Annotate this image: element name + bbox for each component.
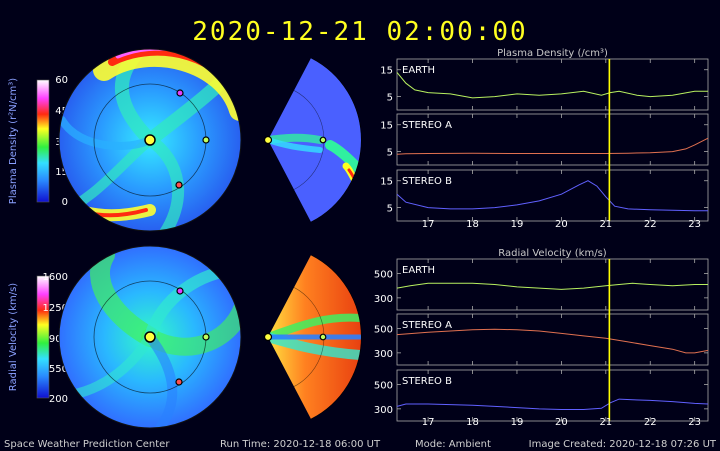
panel-stereo-a: 15 5 STEREO A [380,113,709,166]
x-tick-label: 20 [555,417,568,428]
timestamp-title: 2020-12-21 02:00:00 [192,17,527,47]
density-tick-15: 15 [55,167,68,178]
x-tick-label: 20 [555,219,568,230]
panel-stereo-b: 15 5 STEREO B [380,169,709,222]
footer-mode: Mode: Ambient [415,439,491,450]
footer-run-time: Run Time: 2020-12-18 06:00 UT [220,439,381,450]
x-tick-label: 21 [599,219,612,230]
series-line-stereo-b [396,398,709,410]
sun-marker [263,332,273,342]
x-tick-label: 21 [599,417,612,428]
y-tick-label: 5 [387,148,393,159]
x-tick-label: 19 [511,417,524,428]
timeseries-charts: Plasma Density (/cm³) 15 5 EARTH 15 5 STEREO A… [374,48,709,428]
panel-stereo-a: 500 300 STEREO A [374,313,709,366]
chart-title: Plasma Density (/cm³) [497,48,608,59]
velocity-colorbar-label: Radial Velocity (km/s) [8,283,19,391]
panel-frame [396,313,709,366]
panel-label: STEREO A [402,120,452,131]
panel-label: EARTH [402,265,435,276]
density-tick-45: 45 [55,106,68,117]
density-tick-0: 0 [62,197,68,208]
x-tick-label: 17 [422,219,435,230]
series-line-earth [396,282,708,290]
y-tick-label: 5 [387,93,393,104]
x-tick-label: 17 [422,417,435,428]
density-tick-60: 60 [55,75,68,86]
earth-marker [319,136,327,144]
y-tick-label: 300 [374,294,393,305]
chart-velocity: Radial Velocity (km/s) 500 300 EARTH 500 300 S… [374,248,709,428]
y-tick-label: 500 [374,270,393,281]
panel-earth: 15 5 EARTH [380,58,709,111]
stereo-b-marker [176,287,184,295]
y-tick-label: 300 [374,405,393,416]
velocity-ecliptic-disc [58,245,242,429]
series-line-stereo-a [396,137,709,155]
panel-frame [396,258,709,311]
y-tick-label: 500 [374,381,393,392]
sun-marker [144,134,156,146]
y-tick-label: 15 [380,66,393,77]
sun-marker [263,135,273,145]
velocity-tick-200: 200 [49,394,68,405]
velocity-meridional-wedge [263,254,362,420]
panel-label: EARTH [402,65,435,76]
velocity-tick-550: 550 [49,364,68,375]
earth-marker [202,136,210,144]
x-tick-label: 18 [466,219,479,230]
x-tick-label: 23 [688,417,701,428]
y-tick-label: 15 [380,121,393,132]
stereo-a-marker [175,378,183,386]
footer-org: Space Weather Prediction Center [4,439,170,450]
density-ecliptic-disc [58,48,242,232]
series-line-stereo-a [396,328,709,354]
footer-image-created: Image Created: 2020-12-18 07:26 UT [529,439,717,450]
x-tick-label: 22 [644,417,657,428]
y-tick-label: 300 [374,349,393,360]
panel-frame [396,113,709,166]
velocity-tick-900: 900 [49,334,68,345]
panel-label: STEREO B [402,176,452,187]
x-tick-label: 19 [511,219,524,230]
y-tick-label: 5 [387,204,393,215]
stereo-a-marker [175,181,183,189]
velocity-colorbar: Radial Velocity (km/s) 1600 1250 900 550… [8,272,68,405]
panel-earth: 500 300 EARTH [374,258,709,311]
velocity-tick-1600: 1600 [43,272,68,283]
x-tick-label: 18 [466,417,479,428]
panel-stereo-b: 500 300 STEREO B [374,369,709,422]
y-tick-label: 500 [374,325,393,336]
panel-frame [396,169,709,222]
earth-marker [202,333,210,341]
earth-marker [319,333,327,341]
x-tick-label: 22 [644,219,657,230]
series-line-stereo-b [396,180,708,212]
panel-label: STEREO A [402,320,452,331]
chart-title: Radial Velocity (km/s) [498,248,606,259]
y-tick-label: 15 [380,177,393,188]
panel-frame [396,369,709,422]
chart-density: Plasma Density (/cm³) 15 5 EARTH 15 5 STEREO A… [380,48,709,230]
panel-frame [396,58,709,111]
stereo-b-marker [176,89,184,97]
panel-label: STEREO B [402,376,452,387]
velocity-tick-1250: 1250 [43,303,68,314]
series-line-earth [396,72,708,99]
density-colorbar-label: Plasma Density (r²N/cm³) [8,78,19,205]
sun-marker [144,331,156,343]
footer: Space Weather Prediction Center Run Time… [4,439,717,450]
x-tick-label: 23 [688,219,701,230]
